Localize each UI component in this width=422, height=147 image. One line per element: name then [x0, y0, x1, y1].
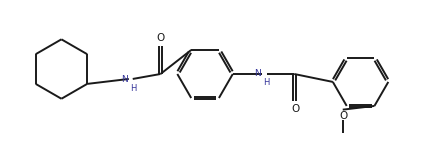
Text: O: O	[291, 104, 299, 114]
Text: O: O	[157, 33, 165, 43]
Text: O: O	[339, 111, 347, 121]
Text: H: H	[130, 84, 137, 93]
Text: N: N	[121, 75, 128, 84]
Text: N: N	[254, 69, 260, 77]
Text: H: H	[263, 78, 269, 87]
